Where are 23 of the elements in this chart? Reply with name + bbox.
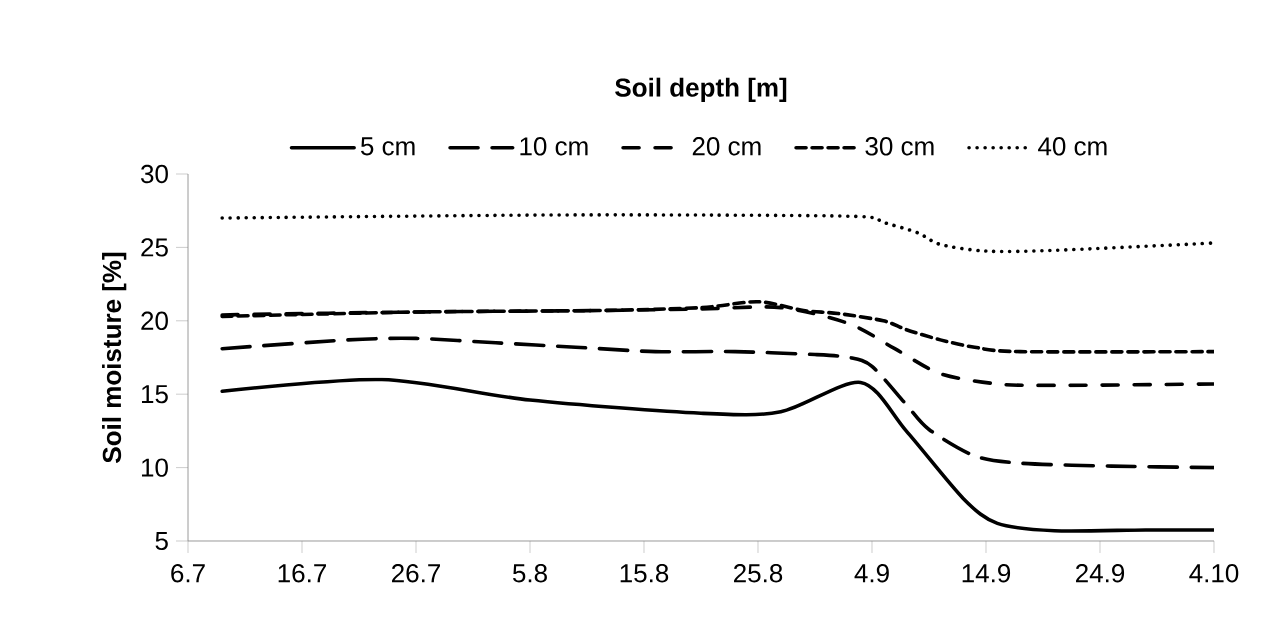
legend-label: 10 cm [520, 137, 588, 156]
y-tick-label: 25 [141, 238, 168, 257]
legend-label: 20 cm [692, 137, 761, 156]
y-tick-label: 20 [141, 311, 168, 330]
y-tick-label: 15 [142, 385, 168, 404]
x-tick-label: 14.9 [962, 564, 1011, 583]
x-tick-label: 4.10 [1189, 564, 1239, 583]
legend-label: 5 cm [360, 137, 415, 156]
legend-title: Soil depth [m] [615, 77, 787, 102]
x-tick-label: 25.8 [734, 564, 783, 583]
x-tick-label: 4.9 [854, 564, 889, 583]
legend-label: 30 cm [865, 137, 934, 156]
legend-label: 40 cm [1038, 137, 1107, 156]
x-tick-label: 15.8 [620, 564, 669, 583]
x-tick-label: 24.9 [1076, 564, 1125, 583]
y-tick-label: 30 [141, 164, 168, 184]
x-tick-label: 5.8 [512, 564, 547, 583]
x-tick-label: 26.7 [392, 564, 440, 583]
y-tick-label: 10 [142, 458, 168, 477]
x-tick-label: 6.7 [171, 564, 205, 583]
y-axis-title: Soil moisture [%] [102, 252, 127, 463]
y-tick-label: 5 [155, 531, 168, 551]
x-tick-label: 16.7 [278, 564, 326, 583]
